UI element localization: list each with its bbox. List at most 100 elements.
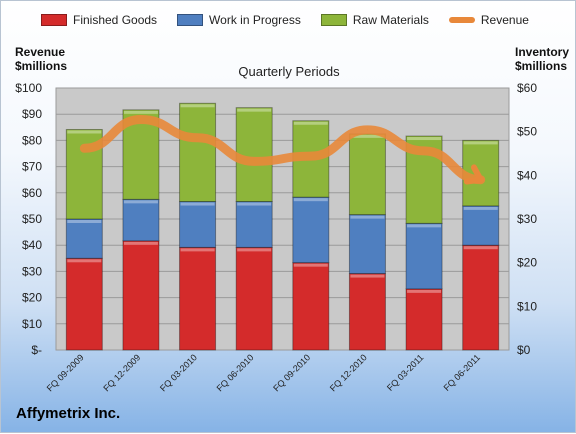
bar-highlight — [350, 215, 385, 219]
bar-highlight — [407, 137, 442, 141]
bar-finished-goods — [462, 244, 500, 351]
bar-highlight — [350, 274, 385, 278]
left-tick-label: $- — [31, 343, 42, 357]
bar-work-in-progress — [292, 196, 330, 264]
legend-finished-goods: Finished Goods — [41, 13, 157, 27]
bar-finished-goods — [292, 262, 330, 351]
bar-highlight — [407, 224, 442, 228]
bar-highlight — [463, 206, 498, 210]
x-tick-label: FQ 09-2010 — [271, 352, 312, 393]
bar-work-in-progress — [462, 205, 500, 246]
bar-finished-goods — [348, 273, 386, 351]
bar-highlight — [237, 108, 272, 112]
left-tick-label: $90 — [22, 107, 42, 121]
bar-finished-goods — [179, 246, 217, 351]
legend-work-in-progress: Work in Progress — [177, 13, 301, 27]
right-tick-label: $40 — [517, 168, 537, 182]
bar-highlight — [123, 200, 158, 204]
bar-highlight — [293, 263, 328, 267]
revenue-point — [310, 155, 312, 157]
x-tick-label: FQ 06-2010 — [215, 352, 256, 393]
bar-highlight — [293, 198, 328, 202]
bar-highlight — [407, 289, 442, 293]
bar-finished-goods — [65, 257, 103, 351]
x-tick-label: FQ 12-2010 — [328, 352, 369, 393]
bar-highlight — [293, 121, 328, 125]
legend-swatch-work-in-progress — [177, 14, 204, 26]
bar-highlight — [237, 202, 272, 206]
x-tick-label: FQ 09-2009 — [45, 352, 86, 393]
bar-highlight — [67, 130, 102, 134]
x-tick-label: FQ 12-2009 — [101, 352, 142, 393]
bar-highlight — [350, 134, 385, 138]
legend-swatch-raw-materials — [320, 14, 347, 26]
plot-title: Quarterly Periods — [238, 64, 340, 79]
left-tick-label: $100 — [15, 81, 42, 95]
bar-finished-goods — [405, 288, 443, 351]
right-axis-title-line1: Inventory — [515, 45, 570, 59]
legend-label-work-in-progress: Work in Progress — [209, 13, 301, 27]
left-tick-label: $60 — [22, 186, 42, 200]
right-tick-label: $10 — [517, 299, 537, 313]
bar-highlight — [237, 248, 272, 252]
right-tick-label: $50 — [517, 125, 537, 139]
revenue-point — [366, 129, 368, 131]
bar-finished-goods — [122, 240, 160, 351]
bar-work-in-progress — [235, 201, 273, 248]
right-axis-title-line2: $millions — [515, 59, 568, 73]
bar-highlight — [463, 141, 498, 145]
x-tick-label: FQ 03-2011 — [385, 352, 426, 393]
bar-work-in-progress — [405, 222, 443, 290]
bar-raw-materials — [179, 102, 217, 203]
right-axis-title: Inventory $millions — [515, 45, 569, 73]
x-tick-label: FQ 06-2011 — [442, 352, 483, 393]
bar-highlight — [180, 202, 215, 206]
bar-work-in-progress — [122, 198, 160, 242]
left-tick-label: $50 — [22, 212, 42, 226]
bar-work-in-progress — [65, 218, 103, 259]
legend: Finished Goods Work in Progress Raw Mate… — [41, 13, 529, 27]
bar-highlight — [123, 110, 158, 114]
legend-revenue: Revenue — [448, 13, 529, 27]
revenue-point — [253, 160, 255, 162]
x-tick-label: FQ 03-2010 — [158, 352, 199, 393]
bar-work-in-progress — [179, 201, 217, 248]
left-tick-label: $30 — [22, 264, 42, 278]
revenue-point — [423, 150, 425, 152]
right-tick-label: $0 — [517, 343, 531, 357]
right-tick-label: $60 — [517, 81, 537, 95]
left-axis-title-line2: $millions — [15, 59, 68, 73]
bar-highlight — [180, 104, 215, 108]
revenue-arrowhead — [463, 164, 484, 185]
bar-highlight — [463, 246, 498, 250]
right-tick-label: $20 — [517, 256, 537, 270]
legend-label-revenue: Revenue — [480, 13, 529, 27]
bar-highlight — [123, 241, 158, 245]
left-tick-label: $20 — [22, 291, 42, 305]
bar-raw-materials — [235, 107, 273, 203]
legend-label-finished-goods: Finished Goods — [73, 13, 158, 27]
bar-highlight — [67, 259, 102, 263]
company-name: Affymetrix Inc. — [16, 405, 121, 422]
left-axis-title-line1: Revenue — [15, 45, 66, 59]
left-tick-label: $80 — [22, 133, 42, 147]
revenue-point — [83, 147, 85, 149]
legend-swatch-revenue — [448, 17, 475, 23]
bar-highlight — [67, 220, 102, 223]
left-tick-label: $70 — [22, 160, 42, 174]
bar-finished-goods — [235, 246, 273, 351]
revenue-point — [197, 137, 199, 139]
revenue-line — [79, 114, 486, 185]
legend-label-raw-materials: Raw Materials — [352, 13, 429, 27]
legend-raw-materials: Raw Materials — [320, 13, 429, 27]
bar-highlight — [180, 248, 215, 252]
legend-swatch-finished-goods — [41, 14, 67, 26]
left-axis-title: Revenue $millions — [15, 45, 67, 73]
bar-work-in-progress — [348, 214, 386, 275]
revenue-point — [140, 118, 142, 120]
left-tick-label: $40 — [22, 238, 42, 252]
right-tick-label: $30 — [517, 212, 537, 226]
left-tick-label: $10 — [22, 317, 42, 331]
